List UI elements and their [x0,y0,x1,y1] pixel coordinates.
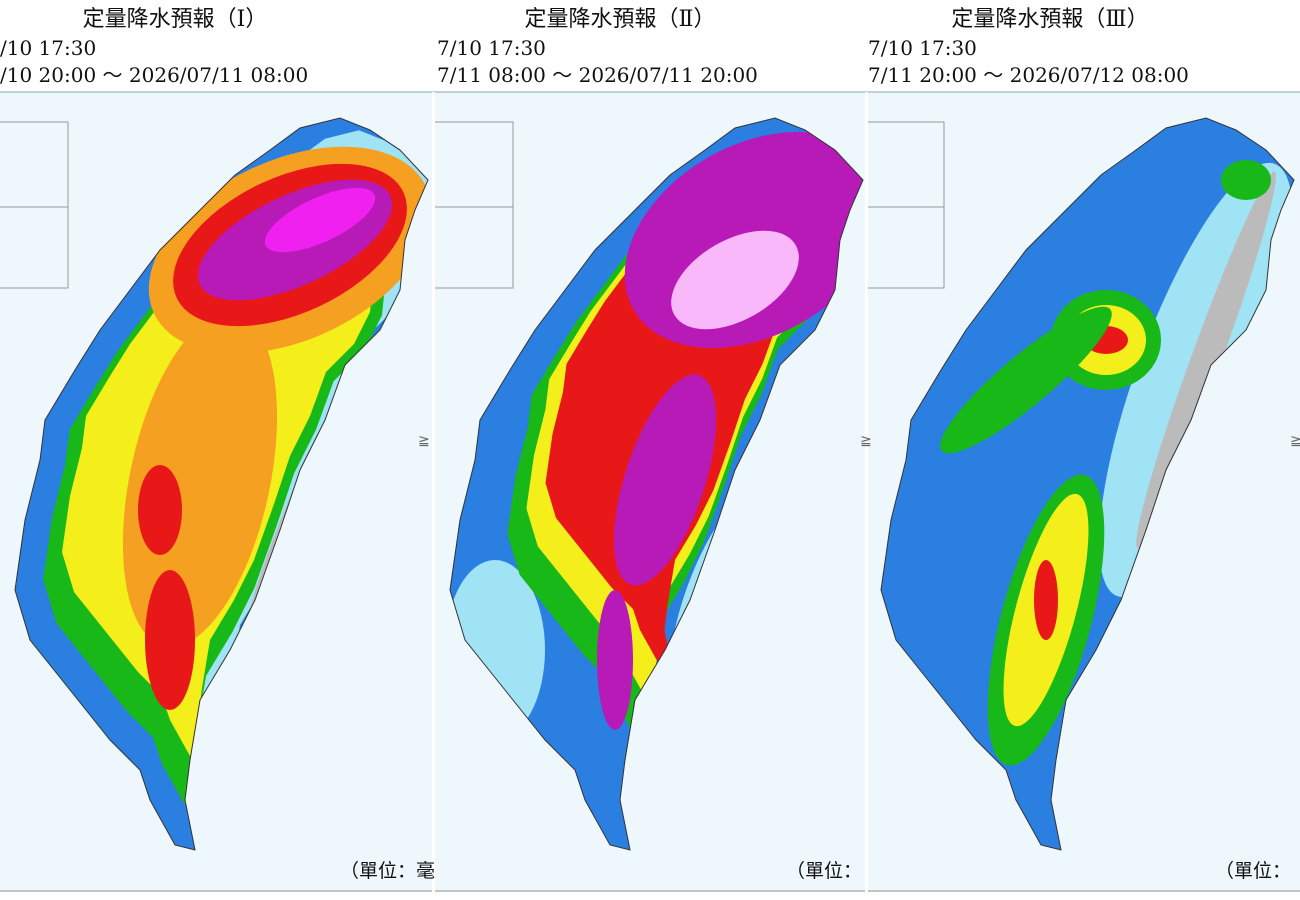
valid-period: /10 20:00 ～ 2026/07/11 08:00 [0,63,308,87]
panel-title: 定量降水預報（Ⅰ） [83,7,268,32]
unit-label: （單位：毫 [340,860,435,882]
issued-time: 7/10 17:30 [437,36,546,60]
issued-time: 7/10 17:30 [868,36,977,60]
panel-2 [435,92,865,890]
edge-mark: ≧ [860,433,872,449]
panel-title: 定量降水預報（Ⅱ） [525,7,716,32]
unit-label: （單位： [1215,860,1291,882]
unit-label: （單位： [786,860,862,882]
issued-time: /10 17:30 [0,36,96,60]
map [866,117,1295,851]
valid-period: 7/11 08:00 ～ 2026/07/11 20:00 [437,63,758,87]
panel-3 [866,92,1300,890]
edge-mark: ≧ [1290,433,1300,449]
edge-mark: ≧ [418,433,430,449]
valid-period: 7/11 20:00 ～ 2026/07/12 08:00 [868,63,1189,87]
panel-title: 定量降水預報（Ⅲ） [951,7,1148,32]
panel-1 [0,92,432,890]
